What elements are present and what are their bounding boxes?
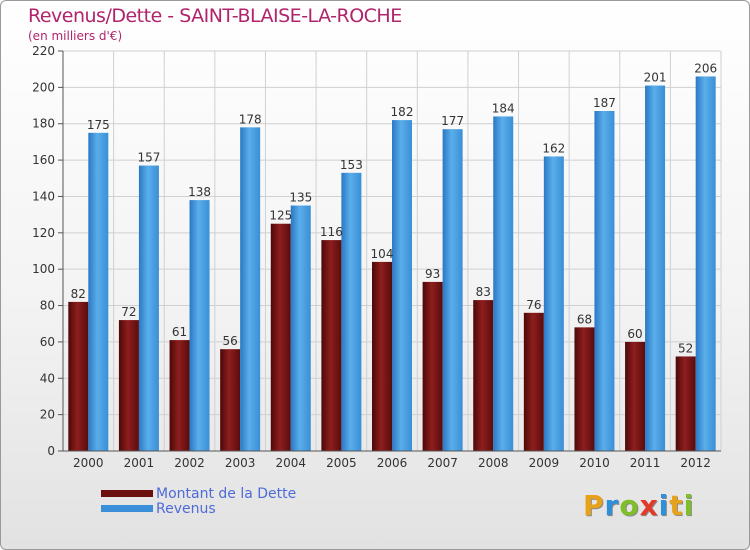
logo-letter: t — [669, 489, 684, 522]
x-tick-label-2008: 2008 — [478, 456, 509, 470]
data-label-revenus-2003: 178 — [239, 112, 262, 126]
data-label-debt-2002: 61 — [172, 325, 187, 339]
bar-debt-2007 — [422, 281, 443, 451]
logo-letter: o — [619, 489, 640, 522]
legend-label-revenus: Revenus — [156, 501, 216, 517]
data-label-revenus-2000: 175 — [87, 118, 110, 132]
logo-letter: r — [604, 489, 620, 522]
data-label-debt-2009: 76 — [526, 298, 541, 312]
x-tick-label-2003: 2003 — [225, 456, 256, 470]
y-tick-label-220: 220 — [32, 44, 55, 58]
bar-debt-2000 — [68, 301, 89, 451]
data-label-debt-2008: 83 — [476, 285, 491, 299]
x-tick-label-2010: 2010 — [579, 456, 610, 470]
legend-label-debt: Montant de la Dette — [156, 486, 297, 502]
y-tick-label-0: 0 — [47, 444, 55, 458]
bar-revenus-2005 — [341, 172, 362, 451]
bar-debt-2010 — [574, 327, 595, 451]
data-label-debt-2006: 104 — [371, 247, 394, 261]
bar-revenus-2008 — [493, 116, 514, 452]
data-label-revenus-2011: 201 — [644, 71, 667, 85]
data-label-revenus-2010: 187 — [593, 96, 616, 110]
data-label-revenus-2009: 162 — [542, 141, 565, 155]
data-label-revenus-2004: 135 — [289, 191, 312, 205]
bar-revenus-2003 — [240, 127, 261, 451]
bar-debt-2012 — [675, 356, 696, 451]
y-tick-label-180: 180 — [32, 117, 55, 131]
bar-debt-2009 — [523, 312, 544, 451]
logo-letter: i — [658, 489, 670, 522]
data-label-revenus-2006: 182 — [391, 105, 414, 119]
data-label-revenus-2001: 157 — [137, 151, 160, 165]
bar-revenus-2006 — [392, 120, 412, 451]
y-tick-label-120: 120 — [32, 226, 55, 240]
bar-revenus-2000 — [88, 132, 109, 451]
bar-debt-2005 — [321, 240, 342, 451]
x-tick-label-2006: 2006 — [377, 456, 408, 470]
bar-debt-2011 — [625, 341, 646, 451]
x-tick-label-2009: 2009 — [529, 456, 560, 470]
chart-title: Revenus/Dette - SAINT-BLAISE-LA-ROCHE — [28, 5, 402, 27]
bar-revenus-2002 — [189, 200, 210, 451]
proxiti-logo: Proxiti — [583, 489, 694, 522]
bar-debt-2001 — [118, 320, 139, 451]
bar-debt-2006 — [372, 261, 392, 451]
data-label-debt-2010: 68 — [577, 312, 592, 326]
bars-layer — [68, 76, 716, 452]
bar-debt-2004 — [270, 223, 291, 451]
x-tick-label-2011: 2011 — [630, 456, 661, 470]
bar-revenus-2001 — [138, 165, 159, 451]
x-tick-label-2007: 2007 — [427, 456, 458, 470]
x-tick-label-2012: 2012 — [680, 456, 711, 470]
bar-debt-2003 — [220, 349, 241, 451]
x-tick-label-2000: 2000 — [73, 456, 104, 470]
chart-subtitle: (en milliers d'€) — [28, 29, 123, 43]
y-tick-label-60: 60 — [40, 335, 55, 349]
data-label-debt-2005: 116 — [320, 225, 343, 239]
logo-letter: P — [583, 489, 605, 522]
y-tick-label-40: 40 — [40, 371, 55, 385]
data-label-revenus-2005: 153 — [340, 158, 363, 172]
x-tick-label-2004: 2004 — [275, 456, 306, 470]
legend-swatch-revenus — [101, 505, 153, 512]
data-label-debt-2001: 72 — [121, 305, 136, 319]
bar-revenus-2007 — [442, 129, 463, 451]
axis-layer: 0 20 40 60 80 100 120 140 160 180 200 220 2000 2001 20… — [32, 44, 721, 470]
legend-swatch-debt — [101, 490, 153, 497]
y-tick-label-80: 80 — [40, 299, 55, 313]
data-label-debt-2003: 56 — [223, 334, 238, 348]
data-label-debt-2012: 52 — [678, 341, 693, 355]
bar-revenus-2012 — [695, 76, 716, 452]
logo-letter: x — [639, 489, 659, 522]
data-label-debt-2007: 93 — [425, 267, 440, 281]
data-label-debt-2011: 60 — [627, 327, 642, 341]
x-tick-label-2005: 2005 — [326, 456, 357, 470]
x-tick-label-2001: 2001 — [124, 456, 155, 470]
y-tick-label-100: 100 — [32, 262, 55, 276]
y-tick-label-160: 160 — [32, 153, 55, 167]
logo-letter: i — [683, 489, 695, 522]
x-tick-label-2002: 2002 — [174, 456, 205, 470]
y-tick-label-20: 20 — [40, 408, 55, 422]
labels-layer: 82 175 72 157 61 138 56 178 125 135 116 153 104 182 93… — [71, 61, 717, 355]
data-label-revenus-2002: 138 — [188, 185, 211, 199]
bar-debt-2002 — [169, 340, 190, 451]
data-label-debt-2004: 125 — [269, 209, 292, 223]
y-tick-label-200: 200 — [32, 80, 55, 94]
data-label-revenus-2007: 177 — [441, 114, 464, 128]
bar-debt-2008 — [473, 300, 494, 451]
y-tick-label-140: 140 — [32, 189, 55, 203]
bar-revenus-2011 — [645, 85, 666, 451]
bar-revenus-2009 — [543, 156, 564, 452]
bar-revenus-2004 — [290, 205, 311, 451]
data-label-revenus-2012: 206 — [694, 61, 717, 75]
data-label-debt-2000: 82 — [71, 287, 86, 301]
bar-revenus-2010 — [594, 111, 615, 451]
data-label-revenus-2008: 184 — [492, 101, 515, 115]
